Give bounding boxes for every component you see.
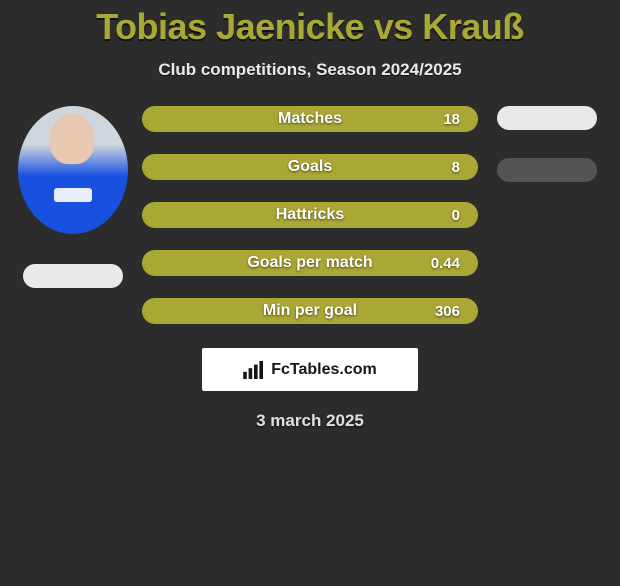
stat-value: 8 — [452, 159, 460, 176]
player-right-pill-2 — [497, 158, 597, 182]
stat-label: Goals — [288, 158, 332, 176]
player-left-name-pill — [23, 264, 123, 288]
player-right-column — [482, 104, 612, 324]
page-title: Tobias Jaenicke vs Krauß — [0, 6, 620, 48]
stats-bars: Matches 18 Goals 8 Hattricks 0 Goals per… — [138, 104, 482, 324]
stat-value: 18 — [443, 111, 460, 128]
stat-bar-goals: Goals 8 — [142, 154, 478, 180]
brand-box: FcTables.com — [202, 348, 418, 391]
date-label: 3 march 2025 — [0, 411, 620, 431]
comparison-panel: Matches 18 Goals 8 Hattricks 0 Goals per… — [0, 104, 620, 324]
player-right-pill-1 — [497, 106, 597, 130]
stat-label: Hattricks — [276, 206, 344, 224]
stat-label: Goals per match — [247, 254, 372, 272]
stat-bar-goals-per-match: Goals per match 0.44 — [142, 250, 478, 276]
stat-value: 306 — [435, 303, 460, 320]
stat-value: 0 — [452, 207, 460, 224]
stat-label: Matches — [278, 110, 342, 128]
stat-label: Min per goal — [263, 302, 357, 320]
player-avatar — [18, 106, 128, 234]
stat-value: 0.44 — [431, 255, 460, 272]
subtitle: Club competitions, Season 2024/2025 — [0, 60, 620, 80]
stat-bar-min-per-goal: Min per goal 306 — [142, 298, 478, 324]
player-left-column — [8, 104, 138, 324]
stat-bar-hattricks: Hattricks 0 — [142, 202, 478, 228]
stat-bar-matches: Matches 18 — [142, 106, 478, 132]
brand-text: FcTables.com — [271, 361, 377, 379]
bars-icon — [243, 361, 265, 379]
